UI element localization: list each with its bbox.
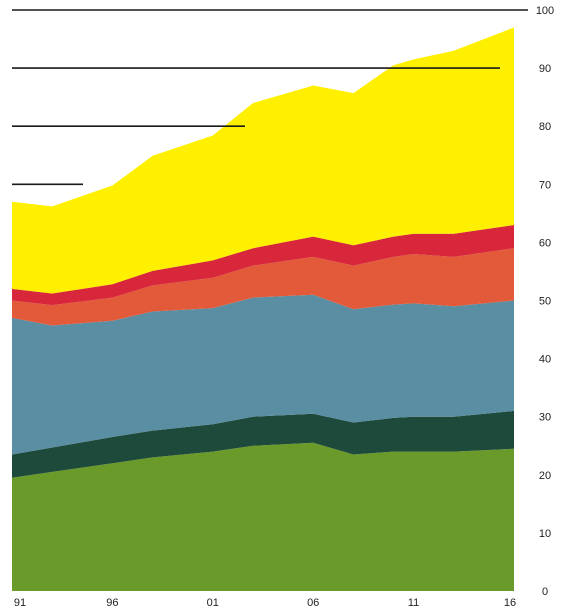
x-tick-label: 96 bbox=[106, 597, 118, 609]
x-tick-label: 06 bbox=[307, 597, 319, 609]
y-tick-label: 10 bbox=[539, 528, 551, 540]
area-series-6 bbox=[12, 27, 514, 294]
y-tick-label: 30 bbox=[539, 412, 551, 424]
area-series-1 bbox=[12, 442, 514, 591]
y-tick-label: 20 bbox=[539, 470, 551, 482]
y-tick-label: 70 bbox=[539, 179, 551, 191]
y-axis-ticks: 0 10 20 30 40 50 60 70 80 90 100 bbox=[536, 5, 554, 598]
x-tick-label: 16 bbox=[504, 597, 516, 609]
y-tick-label: 40 bbox=[539, 354, 551, 366]
x-tick-label: 91 bbox=[14, 597, 26, 609]
y-tick-label: 100 bbox=[536, 5, 554, 17]
y-tick-label: 80 bbox=[539, 121, 551, 133]
x-axis-ticks: 91 96 01 06 11 16 bbox=[14, 597, 516, 609]
y-tick-label: 90 bbox=[539, 63, 551, 75]
gridlines bbox=[12, 9, 528, 186]
area-series-4 bbox=[12, 248, 514, 326]
y-tick-label: 50 bbox=[539, 296, 551, 308]
x-tick-label: 01 bbox=[207, 597, 219, 609]
y-tick-label: 60 bbox=[539, 237, 551, 249]
area-layers bbox=[12, 27, 514, 591]
area-series-3 bbox=[12, 294, 514, 455]
area-series-2 bbox=[12, 410, 514, 478]
area-series-5 bbox=[12, 225, 514, 306]
y-tick-label: 0 bbox=[542, 586, 548, 598]
x-tick-label: 11 bbox=[408, 597, 419, 609]
